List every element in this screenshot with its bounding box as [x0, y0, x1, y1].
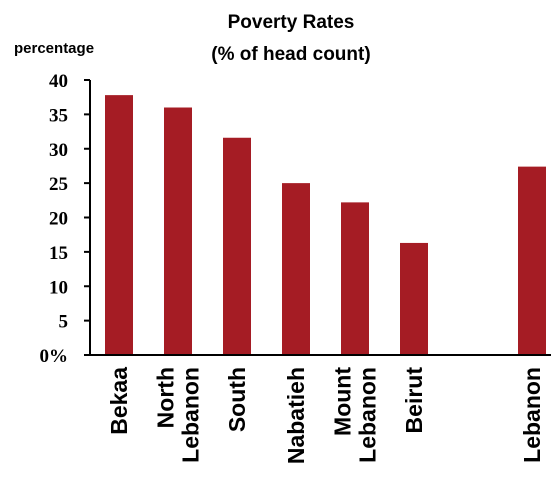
bar — [400, 242, 428, 355]
y-tick-label: 20 — [49, 209, 68, 230]
y-axis-label: percentage — [14, 40, 94, 57]
bar — [164, 107, 192, 355]
chart-title-line-1: Poverty Rates — [228, 12, 355, 33]
axes — [89, 80, 551, 356]
x-tick-label: Lebanon — [519, 367, 545, 463]
x-axis-ticks: Bekaa North Lebanon South Nabatieh Mount Leban… — [106, 367, 545, 464]
y-tick-label: 15 — [49, 243, 68, 264]
bar — [518, 166, 546, 355]
bar-series — [105, 95, 546, 355]
x-tick-label: South — [224, 367, 250, 432]
bar — [105, 95, 133, 355]
bar — [341, 202, 369, 355]
bar — [282, 183, 310, 355]
x-tick-label: Mount — [330, 367, 356, 436]
chart-title-line-2: (% of head count) — [211, 44, 370, 65]
y-tick-label: 10 — [49, 277, 68, 298]
x-tick-label: North — [153, 367, 179, 428]
y-axis-ticks: 40 35 30 25 20 15 10 5 0% — [40, 71, 90, 367]
y-tick-label: 35 — [49, 105, 68, 126]
x-tick-label: Bekaa — [106, 367, 132, 435]
y-tick-label: 25 — [49, 174, 68, 195]
x-tick-label: Lebanon — [178, 367, 204, 463]
y-tick-label: 5 — [59, 312, 69, 333]
x-tick-label: Beirut — [401, 367, 427, 434]
y-tick-label: 30 — [49, 140, 68, 161]
x-tick-label: Lebanon — [355, 367, 381, 463]
bar — [223, 137, 251, 355]
y-tick-label: 40 — [49, 71, 68, 92]
x-tick-label: Nabatieh — [283, 367, 309, 464]
y-tick-label: 0% — [40, 346, 69, 367]
